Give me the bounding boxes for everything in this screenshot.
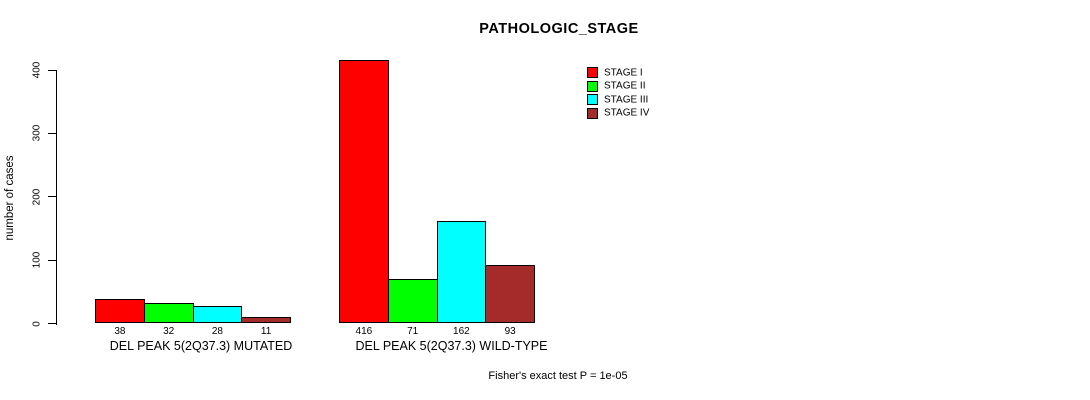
- bar-stage-ii: [143, 303, 194, 324]
- y-axis-tick-label: 300: [31, 125, 43, 142]
- y-axis-tick-label: 0: [31, 320, 43, 327]
- group-label: DEL PEAK 5(2Q37.3) MUTATED: [109, 338, 293, 353]
- bar-stage-iv: [241, 316, 291, 324]
- bar-value-label: 162: [453, 325, 470, 337]
- bar-stage-ii: [387, 278, 438, 324]
- y-axis-tick: [48, 196, 56, 198]
- y-axis-label: number of cases: [4, 155, 16, 241]
- chart-title: PATHOLOGIC_STAGE: [479, 21, 639, 37]
- bar-value-label: 32: [163, 325, 175, 337]
- bar-value-label: 416: [355, 325, 373, 337]
- legend-label-stage-ii: STAGE II: [604, 80, 646, 92]
- bar-value-label: 38: [114, 325, 126, 337]
- y-axis-tick-label: 100: [31, 251, 43, 269]
- y-axis-tick: [48, 132, 56, 134]
- legend-swatch-stage-i: [587, 67, 598, 78]
- legend-label-stage-iii: STAGE III: [604, 94, 649, 106]
- y-axis-tick-label: 200: [31, 188, 43, 206]
- bar-stage-iii: [436, 220, 487, 324]
- legend-swatch-stage-ii: [587, 80, 598, 92]
- y-axis-tick-label: 400: [31, 61, 43, 79]
- y-axis-line: [56, 70, 57, 325]
- bar-value-label: 11: [260, 325, 272, 337]
- y-axis-tick: [48, 69, 56, 71]
- legend-swatch-stage-iv: [587, 107, 598, 119]
- bar-stage-i: [339, 59, 389, 324]
- y-axis-tick: [48, 259, 56, 261]
- legend-swatch-stage-iii: [587, 94, 598, 106]
- bar-value-label: 28: [211, 325, 223, 337]
- bar-stage-i: [95, 299, 145, 324]
- bar-stage-iii: [192, 305, 243, 324]
- legend-label-stage-i: STAGE I: [604, 67, 643, 78]
- bar-value-label: 93: [504, 325, 516, 337]
- fisher-test-annotation: Fisher's exact test P = 1e-05: [488, 370, 628, 382]
- bar-stage-iv: [485, 264, 535, 324]
- legend-label-stage-iv: STAGE IV: [604, 107, 650, 119]
- bar-value-label: 71: [407, 325, 419, 337]
- group-label: DEL PEAK 5(2Q37.3) WILD-TYPE: [355, 338, 548, 353]
- y-axis-tick: [48, 323, 56, 324]
